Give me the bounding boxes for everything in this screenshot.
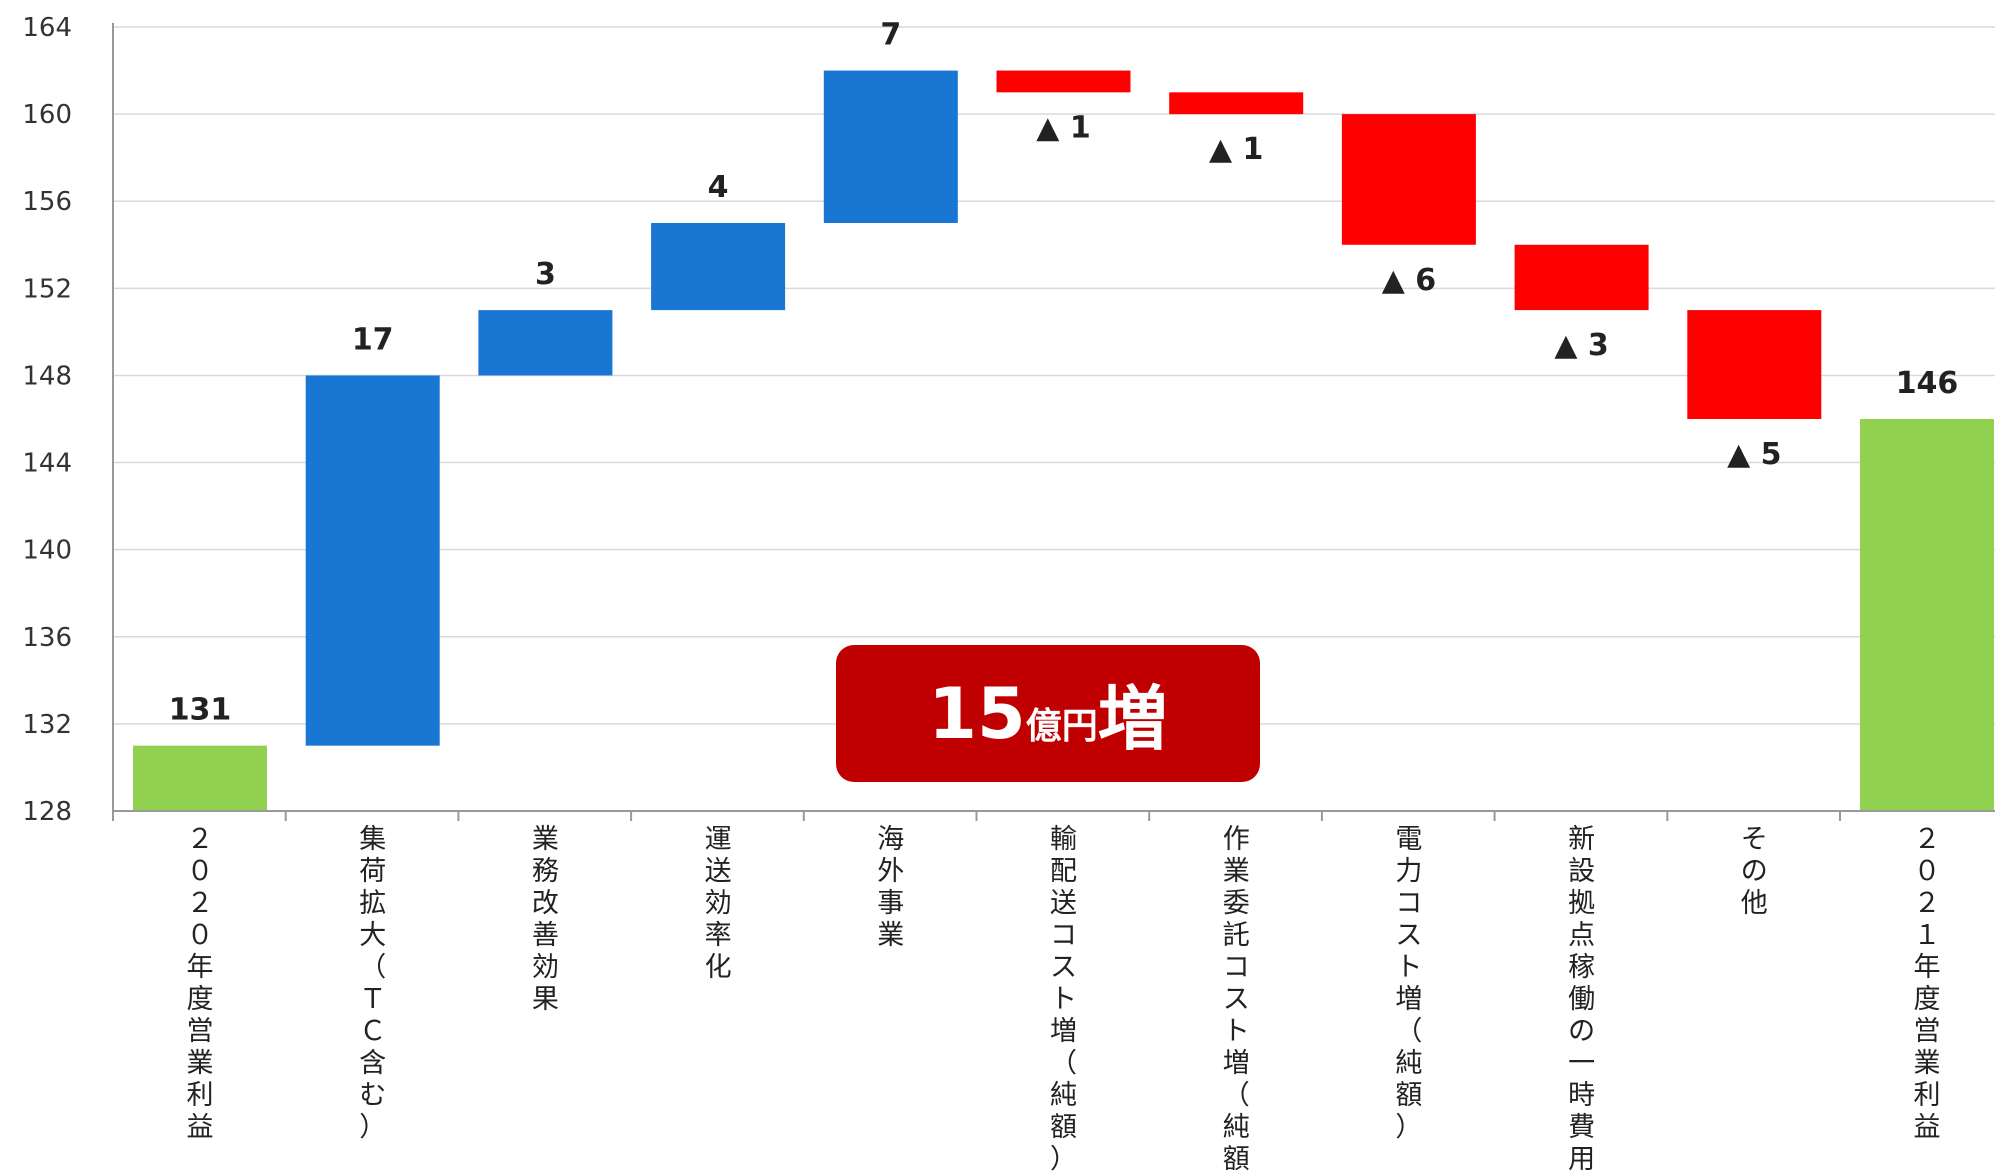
category-label: 海外事業 [877, 824, 904, 951]
y-tick-label: 148 [22, 361, 72, 391]
y-axis: 128 132 136 140 144 148 152 156 160 164 [22, 13, 114, 827]
callout-suffix: 増 [1097, 678, 1168, 760]
bar-decrease [996, 70, 1131, 93]
bar-increase [823, 70, 958, 223]
data-label: ▲ 1 [1036, 110, 1090, 145]
data-label: 131 [169, 693, 232, 728]
y-tick-label: 156 [22, 187, 72, 217]
y-tick-label: 164 [22, 13, 72, 43]
category-label: その他 [1741, 824, 1768, 919]
bar-total [133, 745, 267, 811]
x-axis: ２０２０年度営業利益 集荷拡大（ＴＣ含む） 業務改善効果 運送効率化 海外事業 輸配送コス… [112, 810, 1995, 1175]
data-label: 7 [880, 18, 901, 53]
data-label: 17 [352, 322, 394, 357]
category-label: 電力コスト増（純額） [1395, 824, 1422, 1143]
bar-decrease [1341, 114, 1476, 245]
bar-decrease [1169, 92, 1304, 115]
y-tick-label: 152 [22, 274, 72, 304]
category-label: 輸配送コスト増（純額） [1050, 824, 1077, 1175]
category-label: 運送効率化 [705, 824, 732, 983]
bar-decrease [1514, 244, 1649, 311]
y-tick-label: 140 [22, 536, 72, 566]
bars [133, 70, 1994, 811]
data-label: ▲ 5 [1727, 437, 1781, 472]
y-tick-label: 132 [22, 710, 72, 740]
data-label: ▲ 6 [1382, 263, 1436, 298]
data-label: ▲ 1 [1209, 132, 1263, 167]
increase-callout: 15 億円 増 [836, 645, 1260, 782]
bar-increase [651, 223, 786, 311]
category-label: 新設拠点稼働の一時費用 [1568, 824, 1595, 1175]
data-label: 146 [1896, 366, 1959, 401]
bar-increase [305, 375, 440, 746]
data-label: ▲ 3 [1554, 328, 1608, 363]
bar-decrease [1687, 310, 1822, 419]
category-label: ２０２１年度営業利益 [1914, 824, 1941, 1143]
category-label: 作業委託コスト増（純額） [1223, 824, 1250, 1175]
y-tick-label: 144 [22, 449, 72, 479]
callout-unit: 億円 [1025, 705, 1098, 747]
callout-number: 15 [928, 672, 1026, 755]
bar-increase [478, 310, 613, 376]
y-tick-label: 136 [22, 623, 72, 653]
data-label: 3 [535, 257, 556, 292]
data-label: 4 [708, 170, 729, 205]
category-label: 集荷拡大（ＴＣ含む） [359, 824, 386, 1143]
category-label: ２０２０年度営業利益 [187, 824, 214, 1143]
y-tick-label: 128 [22, 797, 72, 827]
data-labels: 131 17 3 4 7 ▲ 1 ▲ 1 ▲ 6 ▲ 3 ▲ 5 146 [169, 18, 1959, 728]
bar-total [1860, 419, 1994, 811]
category-label: 業務改善効果 [532, 824, 559, 1015]
y-tick-label: 160 [22, 100, 72, 130]
